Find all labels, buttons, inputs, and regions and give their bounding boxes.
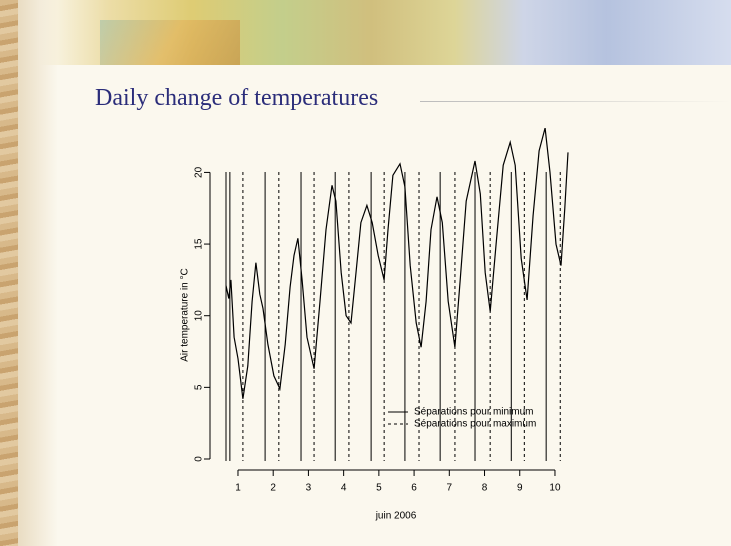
y-tick-label: 5 [194, 384, 205, 390]
x-tick-label: 7 [447, 483, 453, 494]
x-tick-label: 1 [235, 483, 241, 494]
y-tick-label: 10 [194, 310, 205, 322]
x-tick-label: 2 [270, 483, 276, 494]
x-tick-label: 4 [341, 483, 347, 494]
legend-label: Séparations pour minimum [414, 407, 534, 418]
title-rule [420, 101, 731, 102]
temperature-line [225, 128, 569, 399]
x-tick-label: 6 [411, 483, 417, 494]
x-tick-label: 3 [306, 483, 312, 494]
legend-label: Séparations pour maximum [414, 419, 536, 430]
texture-strip [0, 0, 18, 546]
y-axis-label: Air temperature in °C [180, 268, 191, 361]
y-tick-label: 20 [194, 166, 205, 178]
y-tick-label: 0 [194, 456, 205, 462]
x-tick-label: 9 [517, 483, 523, 494]
y-tick-label: 15 [194, 238, 205, 250]
x-tick-label: 8 [482, 483, 488, 494]
slide-title: Daily change of temperatures [95, 85, 379, 111]
plot-area [225, 128, 569, 399]
x-tick-label: 10 [549, 483, 561, 494]
x-axis-label: juin 2006 [375, 511, 417, 522]
banner-leaf [100, 20, 240, 65]
x-tick-label: 5 [376, 483, 382, 494]
strip-shade [18, 0, 58, 546]
